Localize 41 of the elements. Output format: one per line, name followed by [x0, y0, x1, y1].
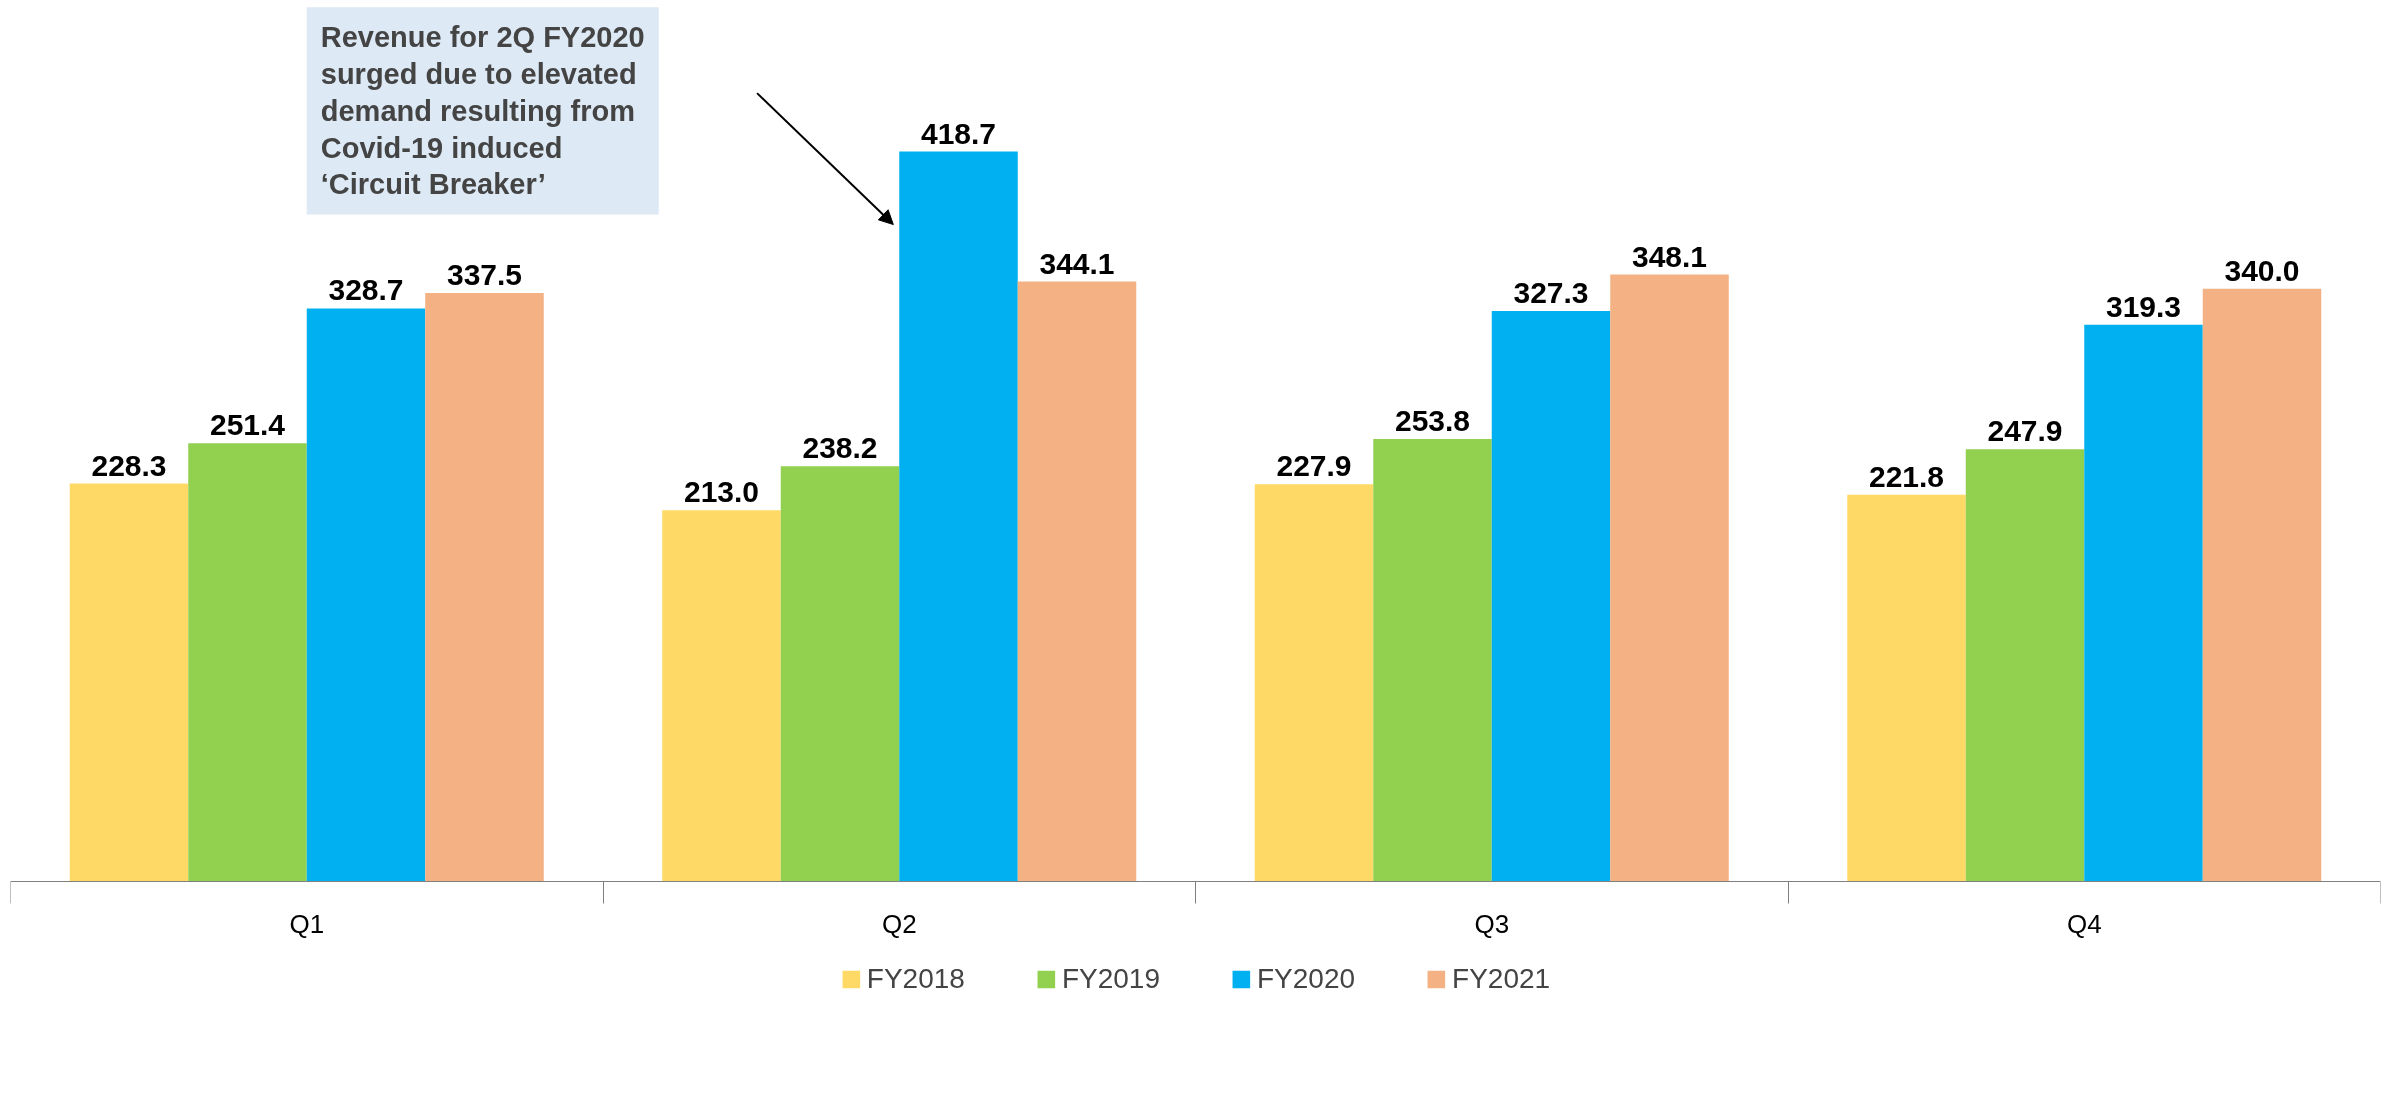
- bar: [425, 293, 544, 882]
- bar: [2084, 324, 2203, 882]
- bar: [1610, 274, 1729, 882]
- data-label: 327.3: [1513, 275, 1589, 309]
- legend-label: FY2021: [1452, 963, 1551, 995]
- data-label: 253.8: [1394, 404, 1471, 438]
- data-label: 337.5: [446, 258, 523, 292]
- bar: [1491, 310, 1611, 882]
- data-label: 319.3: [2105, 289, 2182, 323]
- bar: [2202, 288, 2322, 882]
- legend-label: FY2020: [1257, 963, 1356, 995]
- bar: [662, 510, 781, 882]
- data-label: 228.3: [91, 448, 167, 482]
- data-label: 247.9: [1987, 414, 2063, 448]
- data-label: 328.7: [328, 273, 404, 307]
- x-tick-label: Q3: [1474, 908, 1510, 939]
- bar: [1373, 439, 1492, 882]
- x-tick-label: Q1: [289, 908, 325, 939]
- x-tick-label: Q4: [2066, 908, 2102, 939]
- bar: [69, 483, 189, 882]
- data-label: 418.7: [920, 116, 997, 150]
- data-label: 213.0: [683, 475, 760, 509]
- x-tick-label: Q2: [881, 908, 917, 939]
- bar: [780, 466, 900, 882]
- bar: [306, 308, 426, 882]
- data-label: 221.8: [1868, 459, 1945, 493]
- bar: [188, 443, 307, 882]
- legend-label: FY2019: [1061, 963, 1160, 995]
- data-label: 348.1: [1631, 239, 1708, 273]
- bar: [1965, 449, 2085, 882]
- bar: [1847, 494, 1966, 882]
- data-label: 344.1: [1039, 246, 1115, 280]
- data-label: 227.9: [1276, 449, 1352, 483]
- data-label: 238.2: [802, 431, 878, 465]
- data-label: 251.4: [209, 408, 286, 442]
- data-label: 340.0: [2224, 253, 2300, 287]
- bar: [899, 151, 1018, 882]
- annotation: Revenue for 2Q FY2020 surged due to elevated demand resulting from Covid-19 induced ‘Circuit Breaker’: [320, 21, 645, 201]
- bar: [1254, 484, 1374, 882]
- legend-label: FY2018: [866, 963, 965, 995]
- bar: [1017, 281, 1137, 882]
